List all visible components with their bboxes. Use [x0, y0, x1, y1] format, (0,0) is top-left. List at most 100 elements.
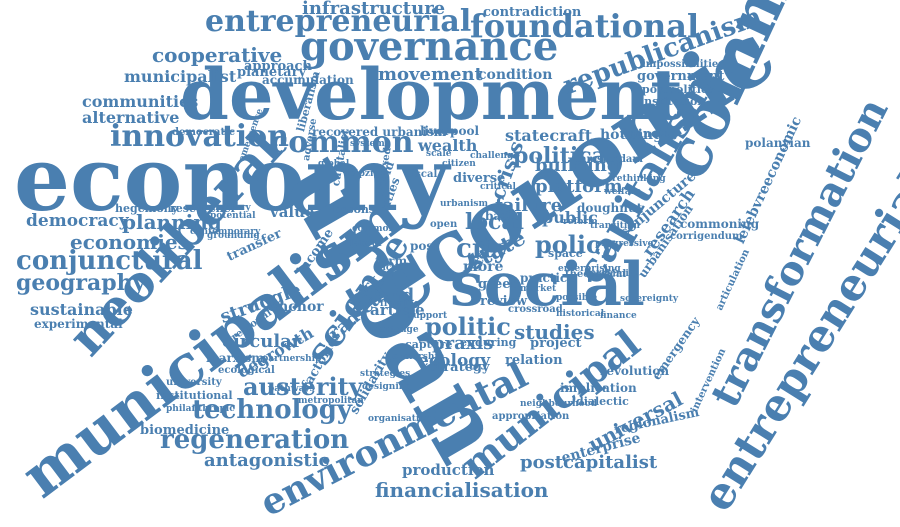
word-planetary: planetary	[237, 65, 307, 80]
word-neighbourhood: neighbourhood	[520, 399, 597, 409]
word-post: post	[410, 239, 439, 253]
word-article: article	[370, 301, 425, 319]
word-regeneration: regeneration	[160, 425, 350, 455]
word-metropolitan: metropolitan	[298, 396, 364, 406]
word-transition: transition	[590, 221, 640, 231]
word-citizen: citizen	[442, 159, 476, 169]
word-more: more	[463, 259, 504, 275]
word-action: action	[380, 263, 412, 273]
word-enduring: enduring	[460, 336, 517, 349]
word-challenge: challenge	[470, 151, 519, 161]
word-liverpool: liverpool	[420, 124, 480, 138]
word-experimental: experimental	[34, 317, 123, 331]
word-innovation: innovation	[110, 119, 289, 154]
word-approach: approach	[244, 59, 312, 74]
word-university: university	[166, 377, 222, 388]
word-anchor: anchor	[269, 299, 324, 315]
word-postcapitalist: postcapitalist	[520, 452, 658, 473]
word-institution: institution	[640, 95, 706, 108]
word-contradiction: contradiction	[483, 5, 582, 20]
word-communities: communities	[82, 92, 199, 111]
word-contemporary: contemporary	[190, 227, 261, 237]
word-review: review	[480, 294, 528, 309]
word-designing: designing	[362, 382, 412, 392]
word-philanthropic: philanthropic	[166, 404, 235, 414]
word-municipalist: municipalist	[124, 67, 237, 86]
word-politic: politic	[425, 312, 511, 341]
word-framing: framing	[380, 299, 421, 309]
word-accumulation: accumulation	[262, 73, 354, 87]
word-crossroad: crossroad	[508, 304, 563, 315]
word-sustainable: sustainable	[30, 300, 133, 319]
word-democracy: democracy	[26, 211, 129, 231]
word-development: development	[180, 53, 683, 136]
word-planning: planning	[122, 210, 222, 234]
word-potential: potential	[210, 211, 256, 221]
word-studies: studies	[514, 320, 595, 344]
word-geography: geography	[16, 270, 146, 296]
word-platform: platform	[535, 176, 623, 197]
word-critical: critical	[480, 182, 516, 192]
word-organisation: organisation	[368, 414, 432, 424]
word-amsterdam: amsterdam	[580, 154, 643, 165]
word-labour: labour	[350, 239, 383, 249]
word-reform: reform	[563, 217, 598, 227]
word-foundational: foundational	[470, 7, 700, 45]
word-historical: historical	[556, 309, 605, 319]
word-infrastructure: infrastructure	[302, 0, 446, 19]
word-democratic: democratic	[172, 127, 235, 138]
word-corrigendum: corrigendum	[670, 231, 743, 242]
word-lessons: lessons	[330, 203, 376, 216]
word-economy: economy	[14, 127, 450, 231]
word-financing: financing	[620, 127, 678, 140]
word-global: global	[318, 159, 350, 169]
word-relation: relation	[505, 353, 563, 368]
word-market: market	[520, 284, 557, 294]
word-commoning: commoning	[680, 217, 760, 231]
word-grounding: grounding	[207, 231, 260, 241]
word-policy: policy	[535, 230, 615, 259]
word-scale: scale	[426, 149, 452, 159]
word-green: green	[478, 277, 520, 292]
word-institutional: institutional	[156, 389, 233, 402]
word-appropriation: appropriation	[492, 411, 570, 422]
word-hegemony: hegemony	[115, 202, 179, 215]
word-building: building	[535, 155, 620, 176]
word-biomedicine: biomedicine	[140, 423, 230, 438]
word-social: social	[450, 250, 645, 320]
word-impossibilities: impossibilities	[642, 59, 724, 70]
word-progressive: progressive	[595, 239, 654, 249]
word-condition: condition	[478, 67, 553, 83]
word-housing: housing	[600, 127, 663, 143]
word-sovereignty: sovereignty	[620, 294, 679, 304]
word-basic: basic	[485, 209, 520, 223]
word-systems: systems	[350, 139, 390, 149]
word-government: government	[637, 69, 725, 84]
word-finance: finance	[600, 311, 637, 321]
word-land: land	[370, 285, 415, 306]
word-practice: practice	[520, 271, 575, 285]
word-form: form	[375, 254, 408, 268]
word-cooperative: cooperative	[152, 43, 283, 67]
word-enterprising: enterprising	[558, 264, 621, 274]
word-political: political	[513, 143, 615, 169]
word-wealth: wealth	[418, 136, 478, 155]
word-value: value	[270, 203, 315, 221]
word-marxism: marxism	[206, 351, 264, 365]
word-fiscal: fiscal	[408, 169, 438, 180]
word-possible: possible	[556, 293, 598, 303]
word-conjunctural: conjunctural	[16, 246, 203, 276]
word-doughnut: doughnut	[577, 201, 643, 215]
word-governance: governance	[300, 23, 559, 70]
word-local: local	[465, 209, 525, 235]
word-urbanism: urbanism	[440, 199, 488, 209]
word-researcher: researcher	[170, 202, 237, 215]
word-project: project	[530, 336, 582, 351]
word-proximity: proximity	[590, 269, 639, 279]
word-common: common	[270, 125, 414, 160]
word-revolution: revolution	[600, 364, 670, 378]
word-production: production	[402, 461, 495, 479]
word-statecraft: statecraft	[505, 126, 593, 145]
word-pathways: pathways	[268, 384, 315, 394]
